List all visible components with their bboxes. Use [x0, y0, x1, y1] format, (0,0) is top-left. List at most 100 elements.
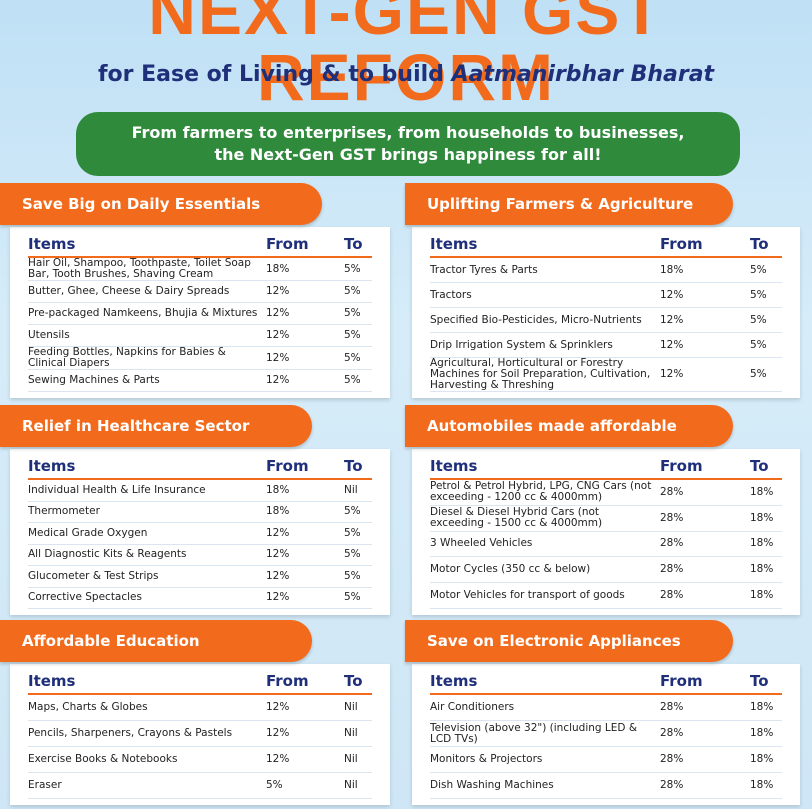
subtitle-emphasis: Aatmanirbhar Bharat — [451, 62, 715, 87]
table-row: Drip Irrigation System & Sprinklers 12% 5% — [430, 333, 782, 358]
table-row: All Diagnostic Kits & Reagents 12% 5% — [28, 545, 372, 566]
table-cell: 28% — [660, 753, 684, 765]
table-cell: 28% — [660, 589, 684, 602]
panel-card: Items From To Hair Oil, Shampoo, Toothpaste… — [10, 227, 390, 398]
table-row: Maps, Charts & Globes 12% Nil — [28, 695, 372, 721]
table-cell: 18% — [750, 753, 774, 765]
table-row: Pre-packaged Namkeens, Bhujia & Mixtures… — [28, 303, 372, 325]
table-cell: 12% — [266, 351, 290, 364]
table-cell: 18% — [750, 511, 774, 524]
table-cell: 5% — [344, 374, 361, 386]
table-cell: 5% — [344, 285, 361, 297]
table-cell: Sewing Machines & Parts — [28, 374, 160, 386]
table-cell: Corrective Spectacles — [28, 591, 142, 604]
table-cell: Dish Washing Machines — [430, 779, 554, 791]
table-row: Petrol & Petrol Hybrid, LPG, CNG Cars (n… — [430, 480, 782, 506]
table-cell: 12% — [266, 285, 290, 297]
banner: From farmers to enterprises, from househ… — [76, 112, 740, 176]
table-cell: 12% — [266, 374, 290, 386]
table-cell: 12% — [266, 526, 290, 539]
panel-card: Items From To Petrol & Petrol Hybrid, LPG, … — [412, 449, 800, 615]
table-cell: 12% — [266, 701, 290, 713]
panel-card: Items From To Individual Health & Life Insu… — [10, 449, 390, 615]
table-cell: 28% — [660, 537, 684, 550]
table-cell: 28% — [660, 779, 684, 791]
table-cell: 5% — [344, 351, 361, 364]
table-cell: 5% — [266, 779, 283, 791]
panel: Items From To Maps, Charts & Globes 12% Nil Pe… — [0, 620, 390, 805]
table-cell: 18% — [266, 483, 290, 496]
table-cell: Nil — [344, 701, 358, 713]
table-cell: 5% — [750, 313, 767, 326]
table-header: Items From To — [430, 449, 782, 480]
table-cell: Nil — [344, 779, 358, 791]
table-header: Items From To — [430, 664, 782, 695]
table-cell: 12% — [266, 569, 290, 582]
table-cell: Television (above 32") (including LED & … — [430, 721, 638, 745]
table-cell: 18% — [750, 485, 774, 498]
table-row: Feeding Bottles, Napkins for Babies & Cl… — [28, 347, 372, 370]
table-cell: 28% — [660, 563, 684, 576]
table-cell: 12% — [266, 548, 290, 561]
table-row: Agricultural, Horticultural or Forestry … — [430, 358, 782, 392]
table-header: Items From To — [28, 449, 372, 480]
table-cell: 18% — [750, 701, 774, 713]
table-cell: Thermometer — [28, 505, 100, 518]
table-cell: 5% — [750, 368, 767, 380]
table-cell: 5% — [750, 263, 767, 276]
table-row: Medical Grade Oxygen 12% 5% — [28, 523, 372, 545]
table-cell: All Diagnostic Kits & Reagents — [28, 548, 187, 561]
table-cell: 12% — [660, 368, 684, 380]
table-cell: 12% — [660, 338, 684, 351]
table-cell: Nil — [344, 727, 358, 739]
subtitle: for Ease of Living & to build Aatmanirbh… — [0, 62, 812, 87]
table-row: Glucometer & Test Strips 12% 5% — [28, 566, 372, 588]
banner-line: From farmers to enterprises, from househ… — [131, 123, 685, 142]
panel: Items From To Petrol & Petrol Hybrid, LPG, … — [405, 405, 800, 615]
table-cell: Drip Irrigation System & Sprinklers — [430, 338, 613, 351]
column-header: To — [344, 235, 363, 253]
table-cell: 12% — [266, 591, 290, 604]
table-cell: 12% — [266, 329, 290, 341]
table-cell: 18% — [750, 589, 774, 602]
table-cell: 12% — [266, 307, 290, 319]
table-row: Motor Vehicles for transport of goods 28%… — [430, 583, 782, 609]
panel-card: Items From To Air Conditioners 28% 18% Televis… — [412, 664, 800, 805]
table-cell: 12% — [660, 313, 684, 326]
table-cell: 5% — [344, 591, 361, 604]
table-row: Utensils 12% 5% — [28, 325, 372, 347]
table-cell: 18% — [266, 262, 290, 275]
table-cell: Agricultural, Horticultural or Forestry … — [430, 357, 651, 391]
table-cell: Pre-packaged Namkeens, Bhujia & Mixtures — [28, 307, 258, 319]
table-cell: Eraser — [28, 779, 62, 791]
subtitle-text: for Ease of Living & to build — [97, 62, 444, 87]
table-cell: 5% — [344, 329, 361, 341]
table-cell: 18% — [750, 779, 774, 791]
table-cell: Nil — [344, 483, 358, 496]
table-cell: 28% — [660, 701, 684, 713]
table-row: Corrective Spectacles 12% 5% — [28, 588, 372, 609]
table-row: Thermometer 18% 5% — [28, 502, 372, 523]
table-cell: 5% — [344, 569, 361, 582]
table-row: Monitors & Projectors 28% 18% — [430, 747, 782, 773]
column-header: Items — [430, 457, 478, 475]
panel-card: Items From To Maps, Charts & Globes 12% Nil Pe… — [10, 664, 390, 805]
table-cell: Medical Grade Oxygen — [28, 526, 148, 539]
table-cell: Butter, Ghee, Cheese & Dairy Spreads — [28, 285, 230, 297]
column-header: From — [660, 235, 703, 253]
table-row: Tractor Tyres & Parts 18% 5% — [430, 258, 782, 283]
table-cell: 28% — [660, 727, 684, 739]
panel-title: Save Big on Daily Essentials — [0, 183, 322, 225]
table-cell: Exercise Books & Notebooks — [28, 753, 178, 765]
table-row: Pencils, Sharpeners, Crayons & Pastels 12… — [28, 721, 372, 747]
table-cell: Utensils — [28, 329, 70, 341]
table-cell: 18% — [750, 727, 774, 739]
table-cell: Feeding Bottles, Napkins for Babies & Cl… — [28, 346, 226, 369]
table-row: Dish Washing Machines 28% 18% — [430, 773, 782, 799]
panel-title: Uplifting Farmers & Agriculture — [405, 183, 733, 225]
table-cell: 3 Wheeled Vehicles — [430, 537, 533, 550]
column-header: To — [750, 672, 769, 690]
table-cell: Specified Bio-Pesticides, Micro-Nutrient… — [430, 313, 642, 326]
table-cell: Motor Cycles (350 cc & below) — [430, 563, 591, 576]
